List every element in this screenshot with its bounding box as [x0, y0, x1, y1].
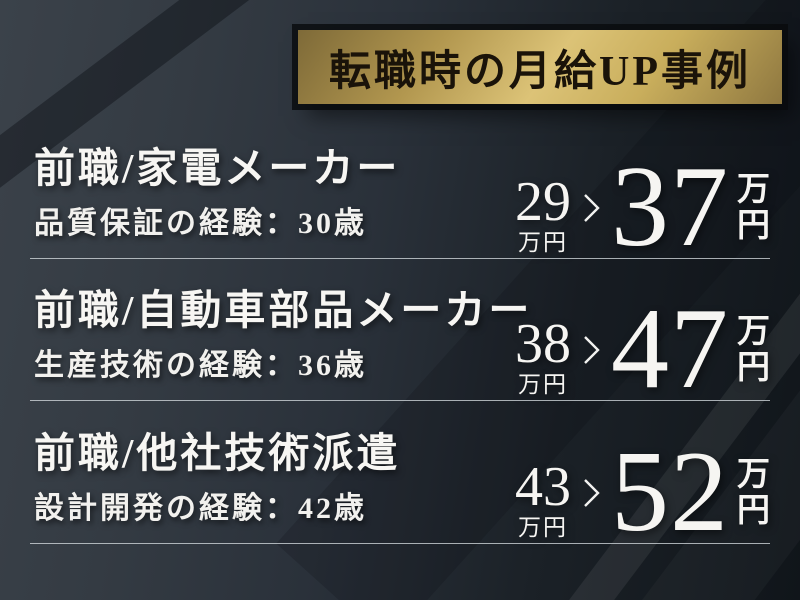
salary-change: 29 万円 37 万 円	[515, 143, 770, 272]
salary-before-unit: 万円	[518, 372, 568, 397]
unit-man: 万	[737, 172, 770, 208]
case-experience: 生産技術の経験：36歳	[34, 348, 367, 382]
salary-change: 43 万円 52 万 円	[515, 428, 770, 557]
unit-en: 円	[737, 350, 770, 386]
case-info: 前職/他社技術派遣 設計開発の経験：42歳	[34, 430, 401, 527]
case-previous-job: 前職/他社技術派遣	[34, 430, 401, 476]
salary-after-amount: 47	[611, 285, 729, 414]
case-previous-job: 前職/家電メーカー	[34, 145, 401, 191]
row-divider	[30, 400, 770, 401]
unit-man: 万	[737, 314, 770, 350]
salary-after-unit: 万 円	[737, 459, 770, 528]
case-experience: 設計開発の経験：42歳	[34, 491, 367, 525]
case-row: 前職/他社技術派遣 設計開発の経験：42歳 43 万円 52 万 円	[30, 427, 770, 557]
salary-before-amount: 43	[515, 456, 571, 519]
unit-man: 万	[737, 457, 770, 493]
salary-before-unit: 万円	[518, 515, 568, 540]
row-divider	[30, 258, 770, 259]
case-row: 前職/家電メーカー 品質保証の経験：30歳 29 万円 37 万 円	[30, 142, 770, 272]
chevron-right-icon	[583, 335, 601, 370]
case-experience: 品質保証の経験：30歳	[34, 206, 367, 240]
page-title: 転職時の月給UP事例	[329, 48, 751, 95]
salary-change: 38 万円 47 万 円	[515, 285, 770, 414]
salary-after: 52 万 円	[611, 428, 770, 557]
salary-after-amount: 37	[611, 143, 729, 272]
salary-before: 43 万円	[515, 456, 571, 540]
salary-before: 38 万円	[515, 313, 571, 397]
chevron-right-icon	[583, 478, 601, 513]
unit-en: 円	[737, 208, 770, 244]
salary-before: 29 万円	[515, 171, 571, 255]
chevron-right-icon	[583, 193, 601, 228]
case-info: 前職/家電メーカー 品質保証の経験：30歳	[34, 145, 401, 242]
salary-after-unit: 万 円	[737, 174, 770, 243]
unit-en: 円	[737, 493, 770, 529]
row-divider	[30, 543, 770, 544]
salary-after-unit: 万 円	[737, 316, 770, 385]
case-info: 前職/自動車部品メーカー 生産技術の経験：36歳	[34, 287, 533, 384]
case-row: 前職/自動車部品メーカー 生産技術の経験：36歳 38 万円 47 万 円	[30, 284, 770, 414]
salary-after: 47 万 円	[611, 285, 770, 414]
salary-before-amount: 38	[515, 313, 571, 376]
salary-after-amount: 52	[611, 428, 729, 557]
salary-after: 37 万 円	[611, 143, 770, 272]
salary-before-amount: 29	[515, 171, 571, 234]
salary-before-unit: 万円	[518, 230, 568, 255]
case-previous-job: 前職/自動車部品メーカー	[34, 287, 533, 333]
title-banner: 転職時の月給UP事例	[298, 30, 782, 104]
